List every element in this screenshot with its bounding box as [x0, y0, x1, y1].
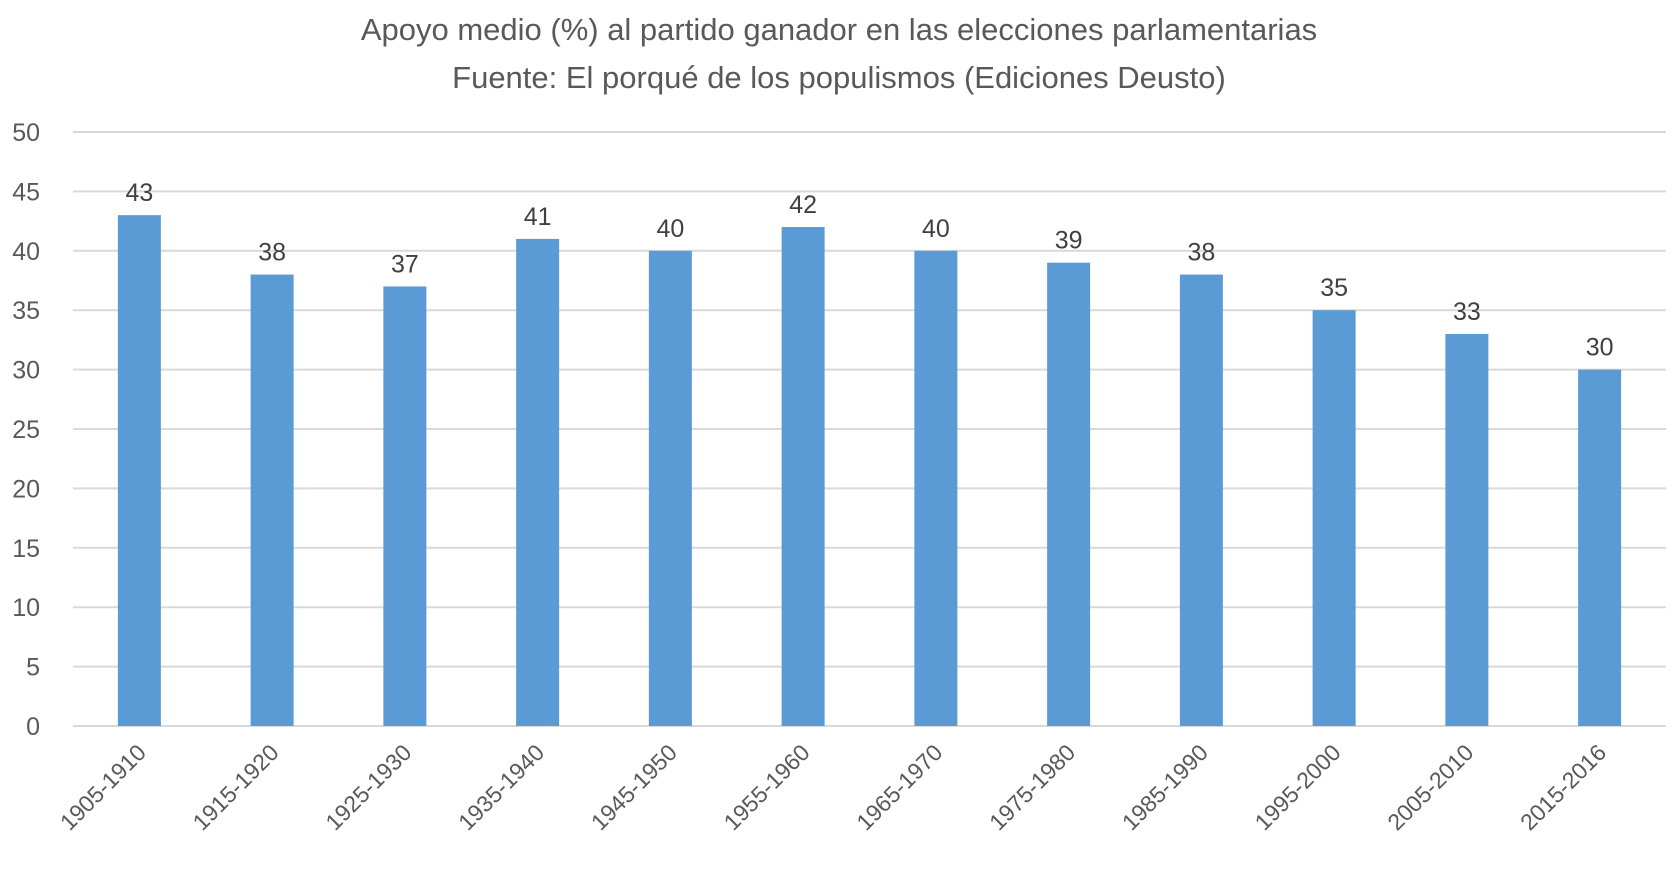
chart-title: Apoyo medio (%) al partido ganador en la…: [361, 12, 1317, 47]
bar: [1578, 369, 1622, 726]
x-tick-label: 1995-2000: [1249, 739, 1345, 835]
y-tick-label: 0: [26, 713, 40, 741]
x-tick-label: 1965-1970: [851, 739, 947, 835]
bar: [648, 250, 692, 727]
bar: [914, 250, 958, 727]
y-tick-label: 15: [12, 535, 40, 563]
x-tick-label: 2005-2010: [1382, 739, 1478, 835]
data-label: 39: [1055, 227, 1083, 255]
x-tick-label: 1945-1950: [586, 739, 682, 835]
x-tick-label: 1905-1910: [55, 739, 151, 835]
chart-subtitle: Fuente: El porqué de los populismos (Edi…: [452, 60, 1226, 95]
data-label: 40: [656, 215, 684, 243]
x-tick-label: 2015-2016: [1515, 739, 1611, 835]
data-label: 33: [1453, 298, 1481, 326]
bar: [1179, 274, 1223, 726]
bar: [1312, 310, 1356, 726]
x-axis-ticks: 1905-1910 1915-1920 1925-1930 1935-1940 1945…: [55, 739, 1611, 835]
data-label: 38: [258, 239, 286, 267]
x-tick-label: 1955-1960: [718, 739, 814, 835]
y-tick-label: 20: [12, 475, 40, 503]
data-label: 35: [1320, 274, 1348, 302]
x-tick-label: 1975-1980: [984, 739, 1080, 835]
y-tick-label: 5: [26, 654, 40, 682]
x-tick-label: 1985-1990: [1117, 739, 1213, 835]
data-label: 43: [125, 179, 153, 207]
y-tick-label: 40: [12, 238, 40, 266]
data-label: 41: [524, 203, 552, 231]
bar: [250, 274, 294, 726]
bars: [117, 215, 1622, 727]
y-tick-label: 50: [12, 119, 40, 147]
data-label: 38: [1187, 239, 1215, 267]
gridlines: [73, 131, 1666, 727]
bar: [383, 286, 427, 726]
bar: [1047, 262, 1091, 726]
data-labels: 43 38 37 41 40 42 40 39 38 35 33 30: [125, 179, 1613, 361]
bar: [781, 227, 825, 727]
y-tick-label: 30: [12, 357, 40, 385]
y-tick-label: 25: [12, 416, 40, 444]
x-tick-label: 1915-1920: [187, 739, 283, 835]
y-tick-label: 10: [12, 594, 40, 622]
bar: [516, 238, 560, 727]
x-tick-label: 1925-1930: [320, 739, 416, 835]
y-tick-label: 35: [12, 297, 40, 325]
data-label: 42: [789, 191, 817, 219]
y-axis-ticks: 0 5 10 15 20 25 30 35 40 45 50: [12, 119, 40, 741]
data-label: 40: [922, 215, 950, 243]
bar: [1445, 333, 1489, 726]
data-label: 30: [1586, 334, 1614, 362]
bar: [117, 215, 161, 726]
x-tick-label: 1935-1940: [453, 739, 549, 835]
y-tick-label: 45: [12, 178, 40, 206]
data-label: 37: [391, 250, 419, 278]
